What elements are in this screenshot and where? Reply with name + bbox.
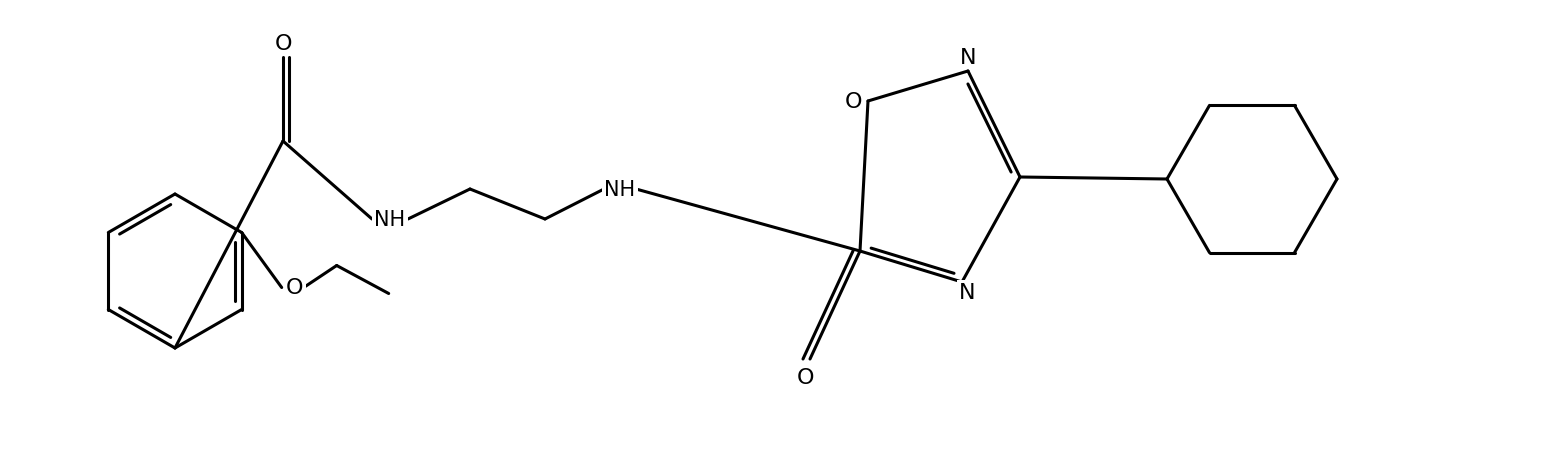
Text: NH: NH: [374, 210, 406, 230]
Text: O: O: [276, 34, 293, 54]
Text: N: N: [958, 282, 976, 302]
Text: O: O: [846, 92, 863, 112]
Text: O: O: [796, 367, 814, 387]
Text: N: N: [960, 48, 976, 68]
Text: O: O: [287, 278, 304, 298]
Text: NH: NH: [604, 179, 636, 199]
